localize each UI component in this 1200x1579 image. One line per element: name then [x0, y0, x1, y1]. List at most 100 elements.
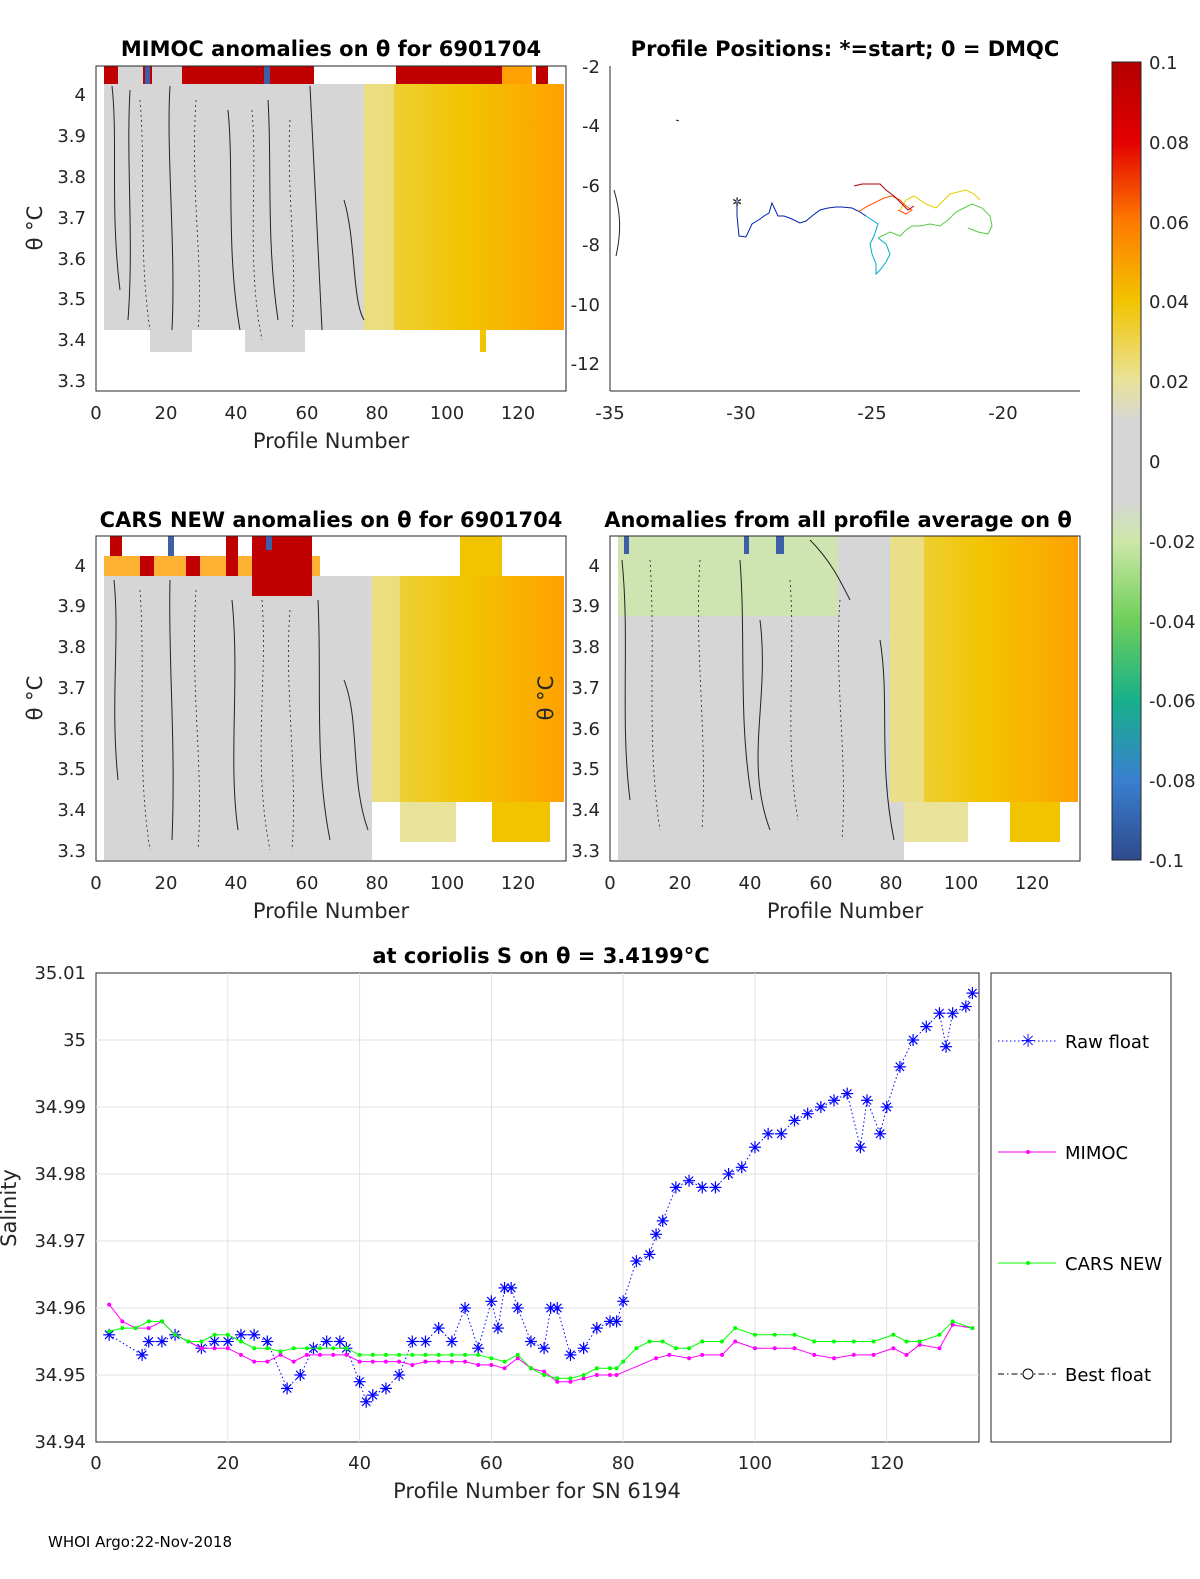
x-ticks: 0 20 40 60 80 100 120 [90, 1453, 904, 1474]
cars-new-point [792, 1332, 797, 1337]
raw-float-point [709, 1181, 722, 1194]
raw-float-point [683, 1174, 696, 1187]
raw-float-point [933, 1007, 946, 1020]
raw-float-point [353, 1375, 366, 1388]
cars-xtick: 20 [155, 873, 178, 894]
cars-new-point [344, 1346, 349, 1351]
raw-float-point [966, 987, 979, 1000]
svg-text:✲: ✲ [732, 195, 742, 209]
colorbar-tick: 0.08 [1149, 133, 1189, 154]
x-tick-label: 120 [870, 1453, 904, 1474]
raw-float-point [491, 1322, 504, 1335]
mimoc-point [238, 1352, 243, 1357]
raw-float-point [893, 1060, 906, 1073]
cars-new-point [528, 1366, 533, 1371]
mimoc-point [720, 1352, 725, 1357]
raw-float-point [498, 1281, 511, 1294]
mimoc-point [667, 1352, 672, 1357]
mimoc-xtick: 0 [90, 403, 101, 424]
colorbar-tick: -0.06 [1149, 691, 1196, 712]
positions-ytick: -8 [582, 235, 600, 256]
raw-float-point [669, 1181, 682, 1194]
mimoc-point [476, 1362, 481, 1367]
raw-float-point [505, 1281, 518, 1294]
allavg-ytick: 3.6 [571, 719, 600, 740]
colorbar-tick: 0.1 [1149, 53, 1178, 74]
cars-new-point [265, 1346, 270, 1351]
raw-float-point [142, 1335, 155, 1348]
mimoc-point [107, 1302, 112, 1307]
cars-new-point [904, 1339, 909, 1344]
raw-float-point [907, 1034, 920, 1046]
raw-float-point [281, 1382, 294, 1395]
cars-new-point [937, 1332, 942, 1337]
allavg-ytick: 4 [589, 556, 600, 577]
mimoc-point [581, 1376, 586, 1381]
raw-float-point [393, 1369, 406, 1381]
raw-float-point [366, 1389, 379, 1402]
cars-new-point [331, 1346, 336, 1351]
y-tick-label: 34.99 [34, 1097, 86, 1118]
raw-float-point [762, 1127, 775, 1140]
y-tick-label: 35.01 [34, 963, 86, 984]
cars-new-point [476, 1352, 481, 1357]
cars-new-point [950, 1319, 955, 1324]
cars-new-point [687, 1346, 692, 1351]
allavg-ytick: 3.9 [571, 596, 600, 617]
mimoc-point [950, 1322, 955, 1327]
mimoc-point [357, 1359, 362, 1364]
raw-float-point [775, 1127, 788, 1140]
raw-float-point [854, 1141, 867, 1154]
cars-new-point [146, 1319, 151, 1324]
cars-new-point [581, 1373, 586, 1377]
raw-float-point [261, 1335, 274, 1348]
raw-float-point [841, 1087, 854, 1100]
mimoc-point [410, 1362, 415, 1367]
cars-new-point [568, 1376, 573, 1381]
positions-ytick: -6 [582, 176, 600, 197]
positions-title: Profile Positions: *=start; 0 = DMQC [631, 37, 1060, 61]
cars-title: CARS NEW anomalies on θ for 6901704 [100, 508, 563, 532]
raw-float-point [320, 1335, 333, 1348]
raw-float-point [959, 1000, 972, 1013]
cars-ytick: 4 [75, 556, 86, 577]
cars-new-point [383, 1352, 388, 1357]
cars-new-point [621, 1359, 626, 1364]
cars-new-point [370, 1352, 375, 1357]
mimoc-ytick: 3.8 [57, 167, 86, 188]
mimoc-point [917, 1342, 922, 1347]
mimoc-xtick: 120 [501, 403, 535, 424]
mimoc-ytick: 3.6 [57, 249, 86, 270]
salinity-chart: at coriolis S on θ = 3.4199°C 0 20 40 60 80 1… [0, 944, 980, 1503]
mimoc-point [614, 1373, 619, 1377]
allavg-xtick: 0 [604, 873, 615, 894]
positions-ytick: -2 [582, 57, 600, 78]
mimoc-point [937, 1346, 942, 1351]
raw-float-point [650, 1228, 663, 1241]
raw-float-point [472, 1342, 485, 1355]
raw-float-point [722, 1168, 735, 1180]
chart-title: at coriolis S on θ = 3.4199°C [372, 944, 709, 968]
mimoc-point [515, 1356, 520, 1361]
raw-float-point [294, 1369, 307, 1381]
raw-float-point [459, 1302, 472, 1314]
cars-new-point [647, 1339, 652, 1344]
allavg-xtick: 80 [880, 873, 903, 894]
positions-ytick: -12 [571, 354, 600, 375]
x-tick-label: 100 [738, 1453, 772, 1474]
allavg-xtick: 120 [1015, 873, 1049, 894]
mimoc-xtick: 100 [430, 403, 464, 424]
raw-float-point [860, 1094, 873, 1107]
raw-float-point [445, 1335, 458, 1348]
panel-allavg: Anomalies from all profile average on θ … [534, 508, 1081, 923]
cars-new-point [107, 1329, 112, 1334]
allavg-ytick: 3.3 [571, 841, 600, 862]
positions-ytick: -4 [582, 116, 600, 137]
cars-new-point [752, 1332, 757, 1337]
cars-new-point [410, 1352, 415, 1357]
cars-new-point [186, 1339, 191, 1344]
cars-xtick: 120 [501, 873, 535, 894]
raw-float-point [801, 1107, 814, 1120]
cars-new-point [357, 1352, 362, 1357]
cars-new-point [252, 1346, 257, 1351]
